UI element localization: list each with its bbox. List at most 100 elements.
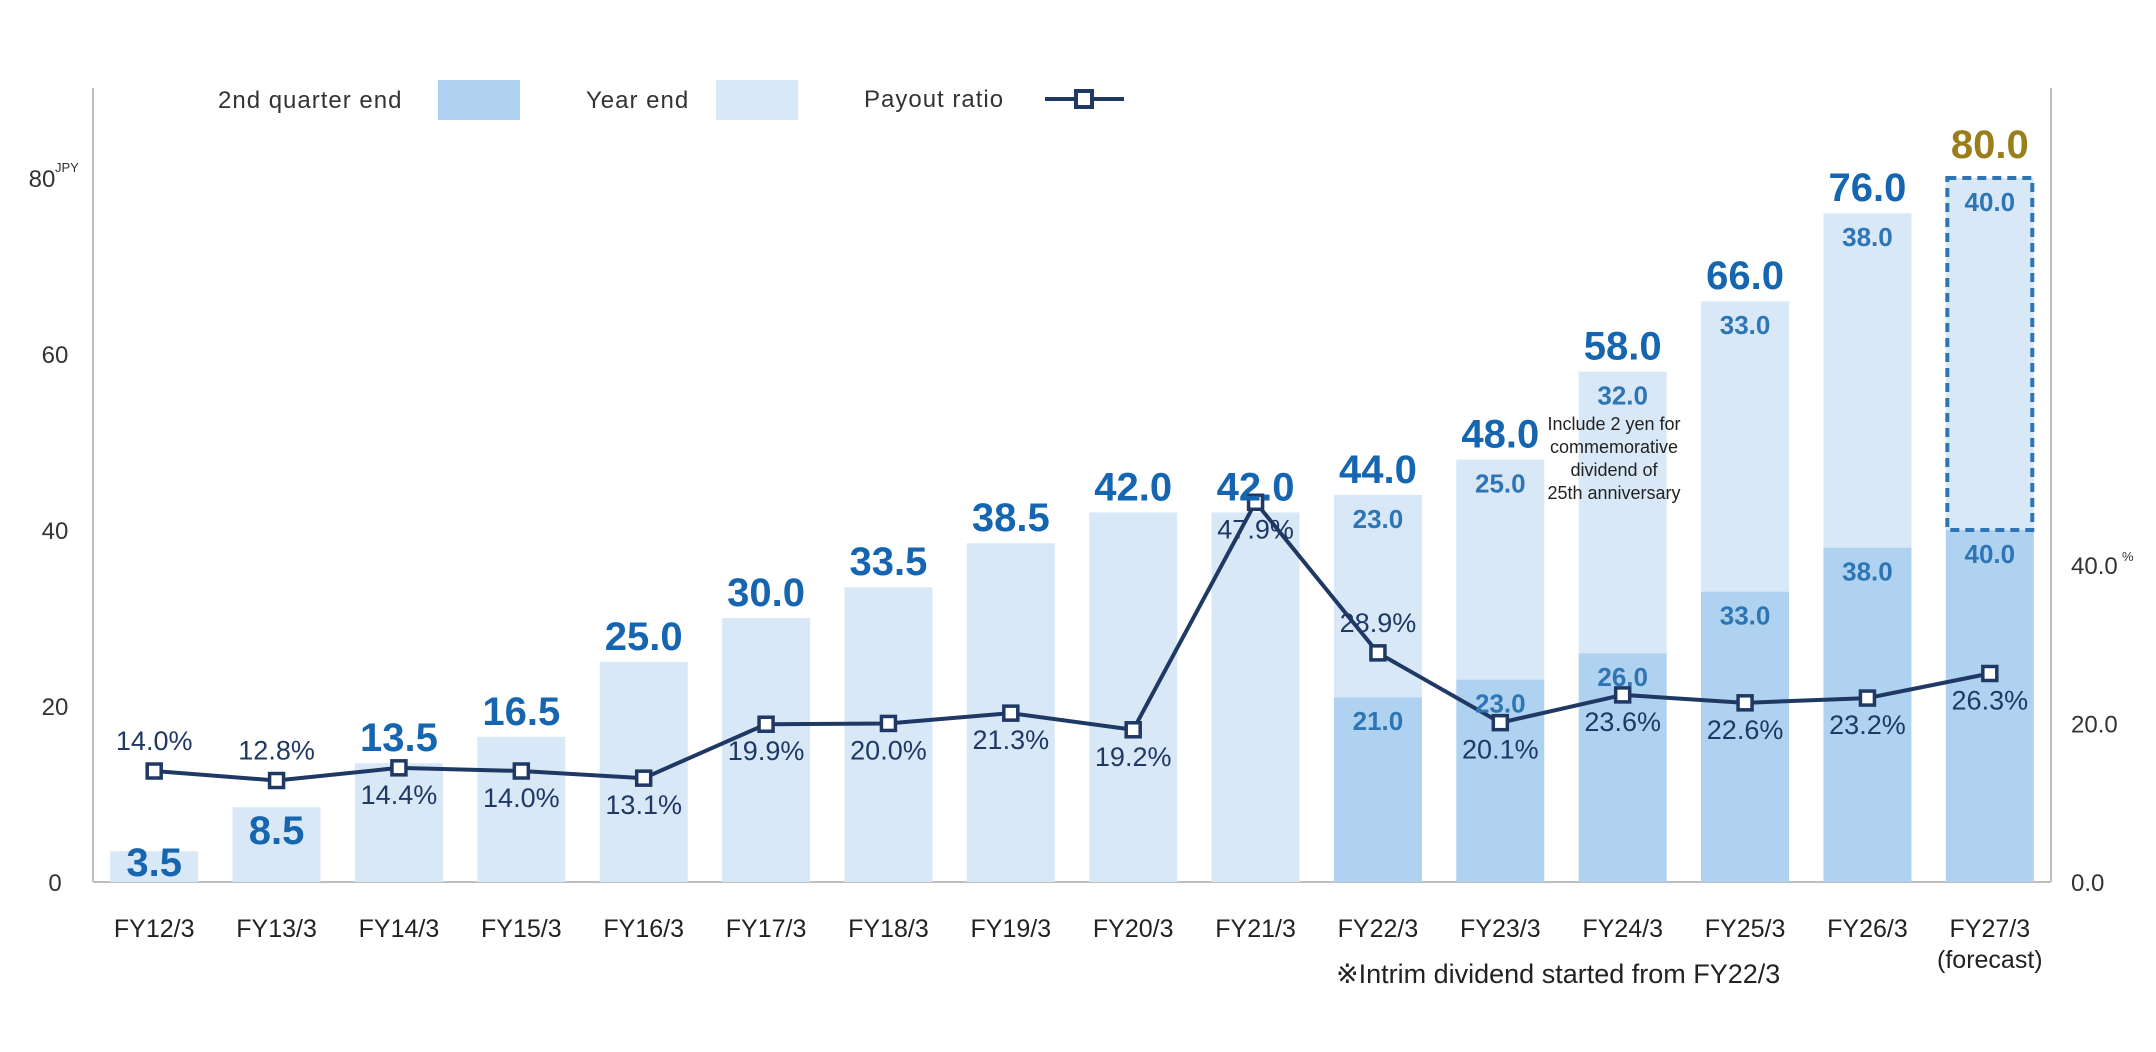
x-tick-FY17/3: FY17/3 <box>726 915 807 943</box>
bar-year-end-FY14/3 <box>354 763 443 882</box>
total-label-FY21/3: 42.0 <box>1217 465 1295 509</box>
total-label-FY23/3: 48.0 <box>1461 413 1539 457</box>
payout-marker-FY20/3 <box>1124 721 1142 739</box>
bar-q2-FY27/3 <box>1945 530 2034 882</box>
payout-marker-FY23/3 <box>1491 713 1510 732</box>
x-tick-FY12/3: FY12/3 <box>114 915 195 943</box>
payout-marker-FY19/3 <box>1002 704 1020 722</box>
forecast-year-end-outline <box>1945 176 2035 532</box>
payout-label-FY27/3: 26.3% <box>1952 685 2029 715</box>
q2-label-FY27/3: 40.0 <box>1965 539 2016 569</box>
payout-marker-FY25/3 <box>1736 694 1754 712</box>
fy24-note-line-2: commemorative <box>1550 437 1678 457</box>
payout-label-FY12/3: 14.0% <box>116 726 193 756</box>
total-label-FY20/3: 42.0 <box>1094 465 1172 509</box>
total-label-FY27/3: 80.0 <box>1951 123 2029 167</box>
q2-label-FY26/3: 38.0 <box>1842 557 1893 587</box>
x-tick-FY23/3: FY23/3 <box>1460 915 1541 943</box>
fy24-note-line-1: Include 2 yen for <box>1547 414 1680 434</box>
payout-marker-FY13/3 <box>267 771 286 790</box>
year-end-label-FY22/3: 23.0 <box>1353 504 1404 534</box>
y-left-tick-80: 80 <box>29 166 56 193</box>
payout-marker-FY14/3 <box>390 759 408 777</box>
x-tick-FY16/3: FY16/3 <box>603 915 684 943</box>
total-label-FY16/3: 25.0 <box>605 615 683 659</box>
legend: 2nd quarter end Year end Payout ratio <box>218 80 1124 120</box>
bar-year-end-FY26/3 <box>1823 213 1912 548</box>
y-left-tick-0: 0 <box>48 870 61 897</box>
payout-label-FY23/3: 20.1% <box>1462 735 1539 765</box>
y-left-tick-40: 40 <box>42 518 69 545</box>
payout-label-FY22/3: 28.9% <box>1340 608 1417 638</box>
x-tick-FY24/3: FY24/3 <box>1582 915 1663 943</box>
year-end-label-FY23/3: 25.0 <box>1475 469 1526 499</box>
total-label-FY24/3: 58.0 <box>1584 325 1662 369</box>
total-label-FY22/3: 44.0 <box>1339 448 1417 492</box>
y-left-unit: JPY <box>55 160 79 175</box>
payout-label-FY13/3: 12.8% <box>238 736 315 766</box>
bar-year-end-FY17/3 <box>722 618 811 882</box>
total-label-FY14/3: 13.5 <box>360 716 438 760</box>
labels-layer: 14.0% 12.8% 14.4% 14.0% 13.1% 19.9% 20.0% 21.3%… <box>116 123 2029 885</box>
bar-year-end-FY20/3 <box>1089 512 1178 882</box>
x-tick-FY14/3: FY14/3 <box>359 915 440 943</box>
bars-layer <box>110 176 2035 882</box>
y-left-tick-20: 20 <box>42 694 69 721</box>
q2-label-FY23/3: 23.0 <box>1475 689 1526 719</box>
axes-labels-layer: 0 20 40 60 80 JPY 0.0 20.0 40.0 % FY12/3 FY13/3 FY14… <box>29 160 2134 974</box>
payout-marker-FY15/3 <box>512 762 531 780</box>
payout-marker-FY26/3 <box>1858 689 1877 707</box>
q2-label-FY24/3: 26.0 <box>1597 662 1648 692</box>
total-label-FY17/3: 30.0 <box>727 571 805 615</box>
payout-marker-FY18/3 <box>879 714 898 733</box>
bar-year-end-FY25/3 <box>1701 301 1790 592</box>
bar-year-end-FY18/3 <box>844 587 933 882</box>
total-label-FY25/3: 66.0 <box>1706 254 1784 298</box>
payout-label-FY18/3: 20.0% <box>850 735 927 765</box>
payout-label-FY19/3: 21.3% <box>973 725 1050 755</box>
total-label-FY12/3: 3.5 <box>126 841 182 885</box>
x-tick-FY19/3: FY19/3 <box>971 915 1052 943</box>
payout-marker-FY17/3 <box>757 715 775 733</box>
payout-ratio-line <box>154 500 1991 783</box>
payout-label-FY26/3: 23.2% <box>1829 710 1906 740</box>
legend-label-payout: Payout ratio <box>864 86 1004 113</box>
payout-marker-FY24/3 <box>1613 686 1632 704</box>
payout-label-FY25/3: 22.6% <box>1707 715 1784 745</box>
total-label-FY15/3: 16.5 <box>482 690 560 734</box>
x-tick-FY22/3: FY22/3 <box>1338 915 1419 943</box>
legend-label-q2: 2nd quarter end <box>218 87 402 114</box>
legend-swatch-payout-marker <box>1074 89 1094 109</box>
bar-year-end-FY12/3 <box>110 851 199 882</box>
year-end-label-FY27/3: 40.0 <box>1965 187 2016 217</box>
q2-label-FY25/3: 33.0 <box>1720 601 1771 631</box>
bar-year-end-FY15/3 <box>477 736 566 882</box>
x-tick-FY27/3: FY27/3 <box>1950 915 2031 943</box>
bar-year-end-FY22/3 <box>1333 494 1422 698</box>
x-tick-FY21/3: FY21/3 <box>1215 915 1296 943</box>
payout-label-FY17/3: 19.9% <box>728 736 805 766</box>
bar-year-end-FY13/3 <box>232 807 321 882</box>
year-end-label-FY26/3: 38.0 <box>1842 222 1893 252</box>
x-tick-FY26/3: FY26/3 <box>1827 915 1908 943</box>
year-end-label-FY25/3: 33.0 <box>1720 310 1771 340</box>
y-right-tick-0.0: 0.0 <box>2071 870 2104 897</box>
total-label-FY18/3: 33.5 <box>850 540 928 584</box>
total-label-FY13/3: 8.5 <box>249 809 305 853</box>
x-tick-FY20/3: FY20/3 <box>1093 915 1174 943</box>
payout-label-FY20/3: 19.2% <box>1095 742 1172 772</box>
payout-label-FY21/3: 47.9% <box>1217 514 1294 544</box>
payout-marker-FY21/3 <box>1246 493 1265 512</box>
bar-q2-FY25/3 <box>1701 591 1790 882</box>
legend-label-year-end: Year end <box>586 87 689 114</box>
x-tick-FY13/3: FY13/3 <box>236 915 317 943</box>
bar-year-end-FY23/3 <box>1456 459 1545 680</box>
x-tick-FY25/3: FY25/3 <box>1705 915 1786 943</box>
q2-label-FY22/3: 21.0 <box>1353 706 1404 736</box>
payout-label-FY14/3: 14.4% <box>361 780 438 810</box>
total-label-FY26/3: 76.0 <box>1829 166 1907 210</box>
payout-marker-FY22/3 <box>1369 644 1387 662</box>
y-left-tick-60: 60 <box>42 342 69 369</box>
payout-label-FY15/3: 14.0% <box>483 783 560 813</box>
